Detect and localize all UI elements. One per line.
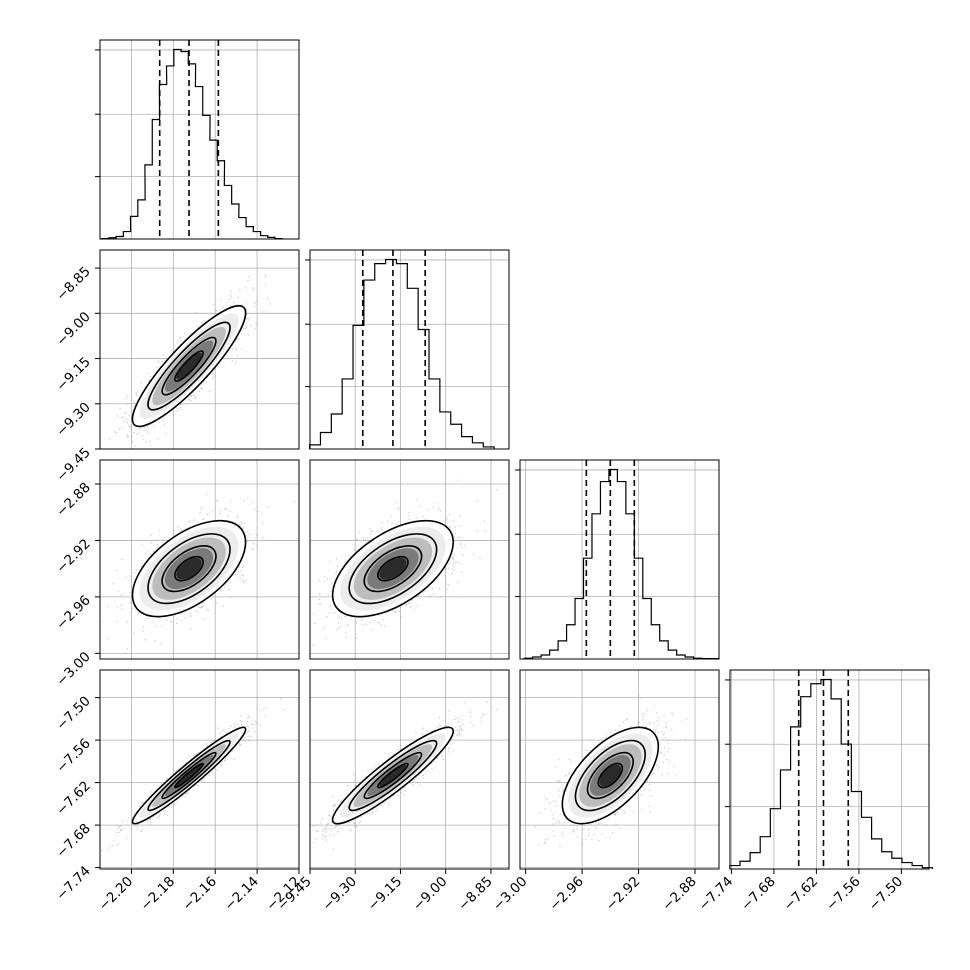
contour-line — [161, 545, 217, 593]
x-tick-label: −2.14 — [221, 874, 262, 915]
x-tick-label: −7.74 — [696, 874, 737, 915]
x-tick-label: −2.96 — [546, 874, 587, 915]
x-tick-label: −7.56 — [823, 874, 864, 915]
x-tick-label: −7.68 — [738, 874, 779, 915]
density-fill — [176, 557, 202, 580]
x-tick-label: −2.92 — [603, 874, 644, 915]
y-tick-label: −2.88 — [53, 480, 94, 521]
contour-line — [377, 555, 409, 582]
panel-frame — [99, 39, 300, 240]
hist-panel-1 — [305, 249, 510, 450]
scatter-panel-3-1: −9.45 −9.30 −9.15 −9.00 −8.85 — [274, 669, 510, 915]
x-tick-label: −2.16 — [179, 874, 220, 915]
contour-line — [348, 533, 438, 605]
y-tick-label: −7.74 — [53, 863, 94, 904]
hist-panel-0 — [95, 39, 300, 240]
contour-line — [574, 739, 646, 812]
density-fill — [379, 557, 407, 580]
density-fill — [176, 764, 202, 787]
x-tick-label: −2.88 — [659, 874, 700, 915]
panel-frame — [519, 669, 720, 870]
contour-line — [174, 350, 204, 382]
x-tick-label: −9.30 — [319, 874, 360, 915]
y-tick-label: −7.68 — [53, 821, 94, 862]
y-tick-label: −9.45 — [53, 445, 94, 486]
histogram-step — [309, 258, 495, 449]
x-tick-label: −9.15 — [365, 874, 406, 915]
contour-line — [131, 304, 247, 428]
contour-line — [174, 555, 204, 582]
contour-line — [561, 726, 660, 825]
contour-line — [131, 519, 247, 618]
y-tick-label: −9.30 — [53, 399, 94, 440]
panel-frame — [309, 459, 510, 660]
contour-line — [147, 321, 231, 411]
x-tick-label: −2.20 — [96, 874, 137, 915]
contour-line — [363, 751, 423, 800]
y-tick-label: −9.15 — [53, 354, 94, 395]
y-tick-label: −7.50 — [53, 693, 94, 734]
y-tick-label: −3.00 — [53, 649, 94, 690]
contour-line — [586, 751, 634, 800]
hist-panel-2 — [515, 459, 720, 660]
y-tick-label: −2.92 — [53, 536, 94, 577]
scatter-panel-1-0: −9.45 −9.30−9.15−9.00−8.85 — [53, 249, 300, 486]
panel-frame — [729, 669, 930, 870]
panel-frame — [309, 249, 510, 450]
x-tick-label: −7.62 — [781, 874, 822, 915]
contour-line — [597, 762, 624, 789]
histogram-step — [729, 678, 933, 869]
y-tick-label: −7.62 — [53, 778, 94, 819]
panel-frame — [99, 669, 300, 870]
contour-line — [377, 762, 409, 789]
y-tick-label: −7.56 — [53, 736, 94, 777]
density-fill — [176, 352, 202, 380]
scatter-panel-2-0: −3.00 −2.96 −2.92 −2.88 — [53, 459, 300, 690]
histogram-step — [523, 468, 720, 660]
contour-line — [331, 726, 455, 825]
density-fill — [379, 764, 407, 787]
panel-frame — [519, 459, 720, 660]
contour-line — [161, 751, 217, 800]
x-tick-label: −2.18 — [138, 874, 179, 915]
scatter-panel-3-2: −3.00 −2.96 −2.92 −2.88 — [490, 669, 720, 915]
panel-frame — [99, 249, 300, 450]
y-tick-label: −9.00 — [53, 309, 94, 350]
contour-line — [174, 762, 204, 789]
x-tick-label: −3.00 — [490, 874, 531, 915]
scatter-panel-2-1 — [309, 459, 510, 660]
contour-line — [147, 739, 231, 812]
x-tick-label: −7.50 — [866, 874, 907, 915]
density-fill — [599, 764, 622, 787]
contour-line — [363, 545, 423, 593]
y-tick-label: −2.96 — [53, 592, 94, 633]
x-tick-label: −8.85 — [455, 874, 496, 915]
hist-panel-3: −7.74 −7.68 −7.62 −7.56 −7.50 — [696, 669, 933, 915]
y-tick-label: −8.85 — [53, 264, 94, 305]
x-tick-label: −9.00 — [410, 874, 451, 915]
contour-line — [331, 519, 455, 618]
contour-line — [161, 336, 217, 396]
panel-frame — [309, 669, 510, 870]
panel-frame — [99, 459, 300, 660]
contour-line — [147, 533, 231, 605]
contour-line — [131, 726, 247, 825]
histogram-step — [100, 48, 283, 240]
scatter-panel-3-0: −2.20 −2.18 −2.16 −2.14 −2.12−7.74−7.68−7.62… — [53, 669, 304, 915]
contour-line — [348, 739, 438, 812]
